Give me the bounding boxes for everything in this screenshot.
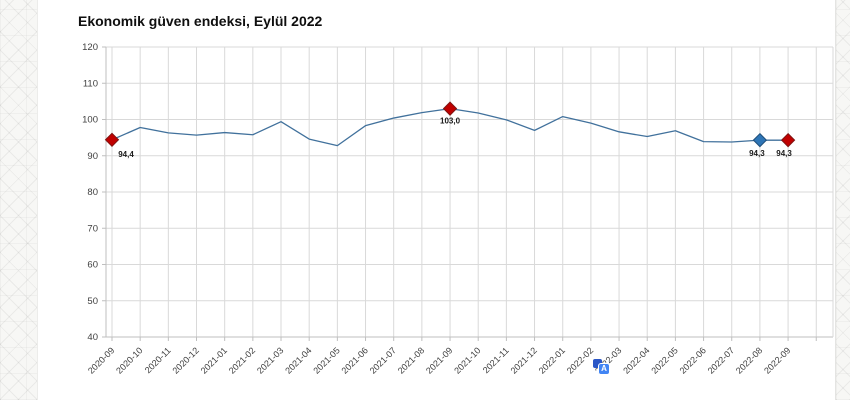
x-tick-label: 2022-08	[734, 345, 764, 375]
data-point-marker	[780, 132, 796, 148]
data-point-label: 94,4	[118, 150, 134, 159]
x-tick-label: 2021-01	[199, 345, 229, 375]
y-tick-label: 40	[87, 332, 98, 343]
data-point-label: 94,3	[776, 149, 792, 158]
y-tick-label: 70	[87, 223, 98, 234]
x-tick-label: 2022-02	[565, 345, 595, 375]
x-tick-label: 2020-09	[86, 345, 116, 375]
x-tick-label: 2021-03	[255, 345, 285, 375]
x-tick-label: 2020-10	[114, 345, 144, 375]
x-tick-label: 2022-01	[537, 345, 567, 375]
google-translate-icon[interactable]: A	[593, 359, 609, 374]
data-point-marker	[442, 101, 458, 116]
y-tick-label: 110	[83, 78, 98, 89]
y-tick-label: 60	[87, 260, 98, 271]
translate-icon-front-square: A	[599, 364, 609, 374]
data-point-label: 94,3	[749, 149, 765, 158]
chart-title: Ekonomik güven endeksi, Eylül 2022	[78, 13, 323, 29]
x-tick-label: 2022-05	[649, 345, 679, 375]
x-tick-label: 2021-11	[481, 345, 511, 375]
x-tick-label: 2021-05	[311, 345, 341, 375]
x-tick-label: 2022-09	[762, 345, 792, 375]
x-tick-label: 2021-12	[509, 345, 539, 375]
translate-icon-back-square	[593, 359, 602, 368]
x-tick-label: 2022-04	[621, 345, 651, 375]
x-tick-label: 2021-08	[396, 345, 426, 375]
x-tick-label: 2020-11	[143, 345, 173, 375]
x-tick-label: 2022-06	[678, 345, 708, 375]
x-tick-label: 2022-07	[706, 345, 736, 375]
x-tick-label: 2021-07	[368, 345, 398, 375]
x-tick-label: 2021-10	[452, 345, 482, 375]
x-tick-label: 2021-06	[340, 345, 370, 375]
y-tick-label: 100	[82, 115, 98, 126]
data-point-label: 103,0	[440, 117, 461, 126]
y-tick-label: 50	[87, 296, 98, 307]
y-tick-label: 80	[87, 187, 98, 198]
data-point-marker	[752, 132, 768, 148]
x-tick-label: 2021-09	[424, 345, 454, 375]
page-background-pattern-right	[835, 0, 850, 400]
x-tick-label: 2020-12	[170, 345, 200, 375]
data-point-marker	[104, 132, 120, 148]
page-background-pattern-left	[0, 0, 38, 400]
y-tick-label: 90	[87, 151, 98, 162]
x-tick-label: 2021-02	[227, 345, 257, 375]
y-tick-label: 120	[82, 42, 98, 53]
x-tick-label: 2021-04	[283, 345, 313, 375]
